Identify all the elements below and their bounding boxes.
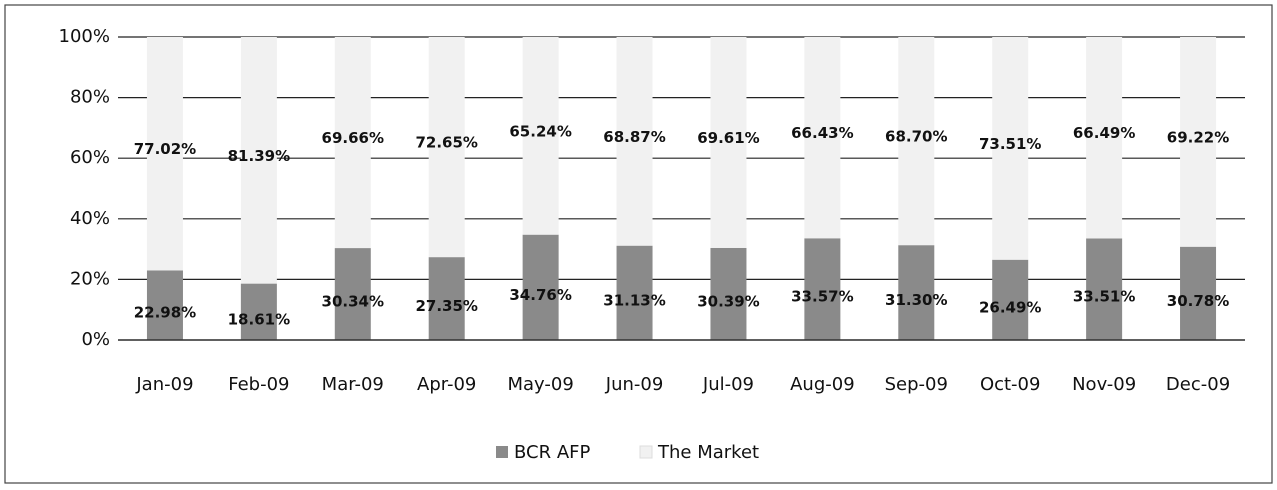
bar-segment: [898, 245, 935, 340]
value-label: 72.65%: [415, 134, 477, 152]
y-tick-label: 40%: [70, 208, 110, 229]
value-label: 73.51%: [979, 135, 1041, 153]
x-tick-label: Aug-09: [790, 374, 855, 395]
x-tick-label: Mar-09: [322, 374, 384, 395]
value-label: 69.61%: [697, 129, 759, 147]
x-tick-label: Jan-09: [135, 374, 193, 395]
bar-segment: [522, 37, 559, 235]
bar-segment: [804, 37, 841, 239]
x-tick-label: Feb-09: [228, 374, 289, 395]
bar-segment: [334, 37, 371, 249]
value-label: 22.98%: [134, 304, 196, 322]
value-label: 69.22%: [1167, 128, 1229, 146]
y-tick-label: 60%: [70, 147, 110, 168]
bar-segment: [898, 37, 935, 246]
bar-segment: [240, 283, 277, 340]
bar-segment: [428, 257, 465, 340]
value-label: 68.87%: [603, 128, 665, 146]
bar-segment: [992, 259, 1029, 340]
value-label: 18.61%: [228, 310, 290, 328]
bar-segment: [1086, 238, 1123, 340]
value-label: 33.51%: [1073, 288, 1135, 306]
value-label: 31.30%: [885, 291, 947, 309]
bar-segment: [146, 270, 183, 340]
value-label: 30.34%: [322, 293, 384, 311]
value-label: 65.24%: [509, 122, 571, 140]
x-tick-label: May-09: [507, 374, 573, 395]
x-tick-label: Oct-09: [980, 374, 1041, 395]
bar-segment: [616, 37, 653, 246]
bar-segment: [1180, 37, 1217, 247]
value-label: 68.70%: [885, 128, 947, 146]
y-tick-label: 0%: [81, 329, 110, 350]
legend-swatch: [639, 445, 653, 459]
x-tick-label: Nov-09: [1072, 374, 1136, 395]
y-tick-label: 80%: [70, 87, 110, 108]
bar-segment: [428, 37, 465, 258]
bar-segment: [1180, 246, 1217, 340]
value-label: 77.02%: [134, 140, 196, 158]
value-label: 69.66%: [322, 129, 384, 147]
bar-segment: [522, 234, 559, 340]
bar-segment: [616, 245, 653, 340]
y-tick-label: 20%: [70, 268, 110, 289]
value-label: 31.13%: [603, 291, 665, 309]
bar-segment: [710, 37, 747, 248]
bar-segment: [804, 238, 841, 340]
bar-segment: [710, 247, 747, 340]
value-label: 26.49%: [979, 298, 1041, 316]
value-label: 27.35%: [415, 297, 477, 315]
bar-segment: [334, 248, 371, 340]
x-tick-label: Jul-09: [702, 374, 754, 395]
bar-segment: [992, 37, 1029, 260]
legend-swatch: [496, 446, 508, 458]
x-tick-label: Dec-09: [1166, 374, 1230, 395]
value-label: 66.43%: [791, 124, 853, 142]
bar-segment: [240, 37, 277, 284]
value-label: 30.39%: [697, 292, 759, 310]
value-label: 66.49%: [1073, 124, 1135, 142]
value-label: 33.57%: [791, 288, 853, 306]
y-tick-label: 100%: [59, 26, 110, 47]
bar-segment: [146, 37, 183, 271]
legend-label: The Market: [657, 442, 759, 463]
x-tick-label: Apr-09: [417, 374, 476, 395]
value-label: 34.76%: [509, 286, 571, 304]
x-tick-label: Jun-09: [605, 374, 664, 395]
value-label: 30.78%: [1167, 292, 1229, 310]
value-label: 81.39%: [228, 147, 290, 165]
legend-label: BCR AFP: [514, 442, 590, 463]
bar-segment: [1086, 37, 1123, 239]
x-tick-label: Sep-09: [885, 374, 948, 395]
